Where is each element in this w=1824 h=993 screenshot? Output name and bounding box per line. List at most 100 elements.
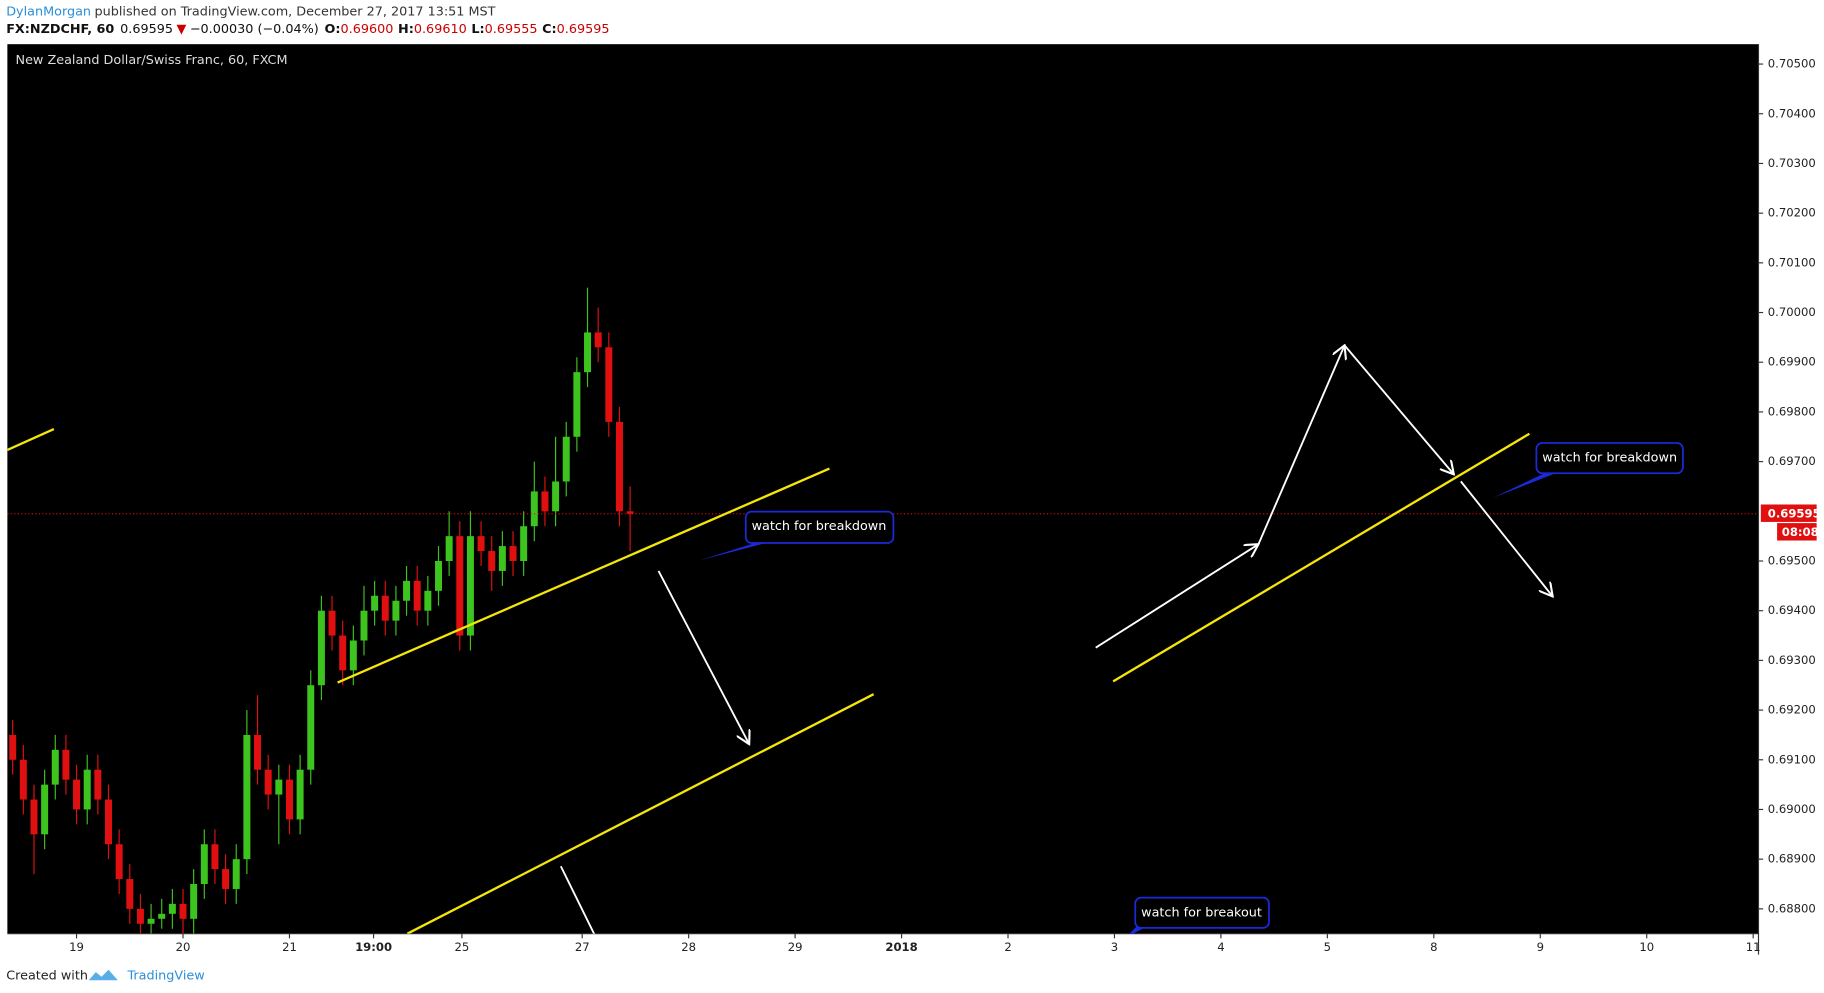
y-tick-label: 0.69100 — [1768, 752, 1816, 766]
x-tick-label: 21 — [282, 940, 297, 954]
candle-body — [168, 903, 176, 914]
candle-body — [285, 779, 293, 820]
y-tick-label: 0.69300 — [1768, 653, 1816, 667]
y-tick-label: 0.70300 — [1768, 156, 1816, 170]
arrow — [657, 570, 750, 744]
candle-body — [392, 600, 400, 621]
callout-text: watch for breakdown — [1542, 451, 1677, 466]
candle-body — [381, 595, 389, 621]
candle-body — [136, 908, 144, 924]
x-tick-label: 2018 — [885, 940, 917, 954]
candle-body — [264, 769, 272, 795]
x-tick-label: 25 — [455, 940, 470, 954]
candle-body — [403, 580, 411, 601]
last-price-label: 0.69595 — [1768, 506, 1821, 520]
arrow — [1343, 344, 1454, 474]
candle-body — [530, 491, 538, 527]
change: −0.00030 (−0.04%) — [190, 22, 319, 37]
callout: watch for breakdown — [1493, 442, 1684, 498]
countdown-tag — [1777, 523, 1817, 541]
candle-body — [243, 734, 251, 860]
x-tick-label: 8 — [1430, 940, 1437, 954]
direction: ▼ — [176, 22, 186, 37]
candle-body — [360, 610, 368, 641]
x-tick-label: 19:00 — [355, 940, 392, 954]
candle-body — [424, 590, 432, 611]
candle-body — [584, 332, 592, 373]
countdown: 08:08 — [1782, 525, 1819, 539]
x-tick-label: 27 — [575, 940, 590, 954]
author[interactable]: DylanMorgan — [6, 4, 91, 19]
candle-body — [477, 536, 485, 552]
callout: watch for breakout — [1129, 896, 1270, 934]
callout-text: watch for breakout — [1141, 905, 1262, 920]
l-label: L: — [471, 22, 484, 37]
y-tick-label: 0.69200 — [1768, 703, 1816, 717]
callout-box — [1535, 442, 1684, 475]
x-tick-label: 10 — [1639, 940, 1654, 954]
published: published on TradingView.com, December 2… — [95, 4, 496, 19]
last: 0.69595 — [120, 22, 173, 37]
trend-line — [1112, 432, 1531, 683]
candle-body — [466, 536, 474, 636]
candle-body — [41, 784, 49, 835]
candle-body — [62, 749, 70, 780]
candle-body — [615, 421, 623, 512]
x-tick-label: 11 — [1746, 940, 1761, 954]
arrow — [1257, 345, 1345, 545]
y-tick-label: 0.69500 — [1768, 553, 1816, 567]
candle-body — [435, 560, 442, 591]
x-tick-label: 9 — [1537, 940, 1544, 954]
trend-line — [7, 427, 55, 452]
x-tick-label: 29 — [788, 940, 803, 954]
arrows — [560, 344, 1553, 934]
axes: 0.68800 0.68900 0.69000 0.69100 0.69200 0.693… — [69, 57, 1821, 955]
candle-body — [73, 779, 81, 810]
candle-body — [115, 844, 123, 880]
candle-body — [254, 734, 262, 770]
candle-body — [520, 526, 528, 561]
trend-line — [406, 693, 875, 934]
candle-body — [19, 759, 27, 800]
candle-body — [371, 595, 379, 611]
low: 0.69555 — [485, 22, 538, 37]
created-with: Created with — [6, 968, 88, 983]
candle-body — [275, 779, 283, 795]
plot-area — [7, 44, 1759, 934]
y-tick-label: 0.69400 — [1768, 603, 1816, 617]
x-tick-label: 20 — [176, 940, 191, 954]
symbol: FX:NZDCHF, 60 — [6, 22, 114, 37]
y-tick-label: 0.70200 — [1768, 206, 1816, 220]
x-tick-label: 28 — [681, 940, 696, 954]
candle-body — [317, 610, 325, 686]
y-tick-label: 0.70400 — [1768, 106, 1816, 120]
callout-box — [1134, 896, 1270, 929]
candle-body — [94, 769, 102, 800]
x-tick-label: 5 — [1324, 940, 1331, 954]
candle-body — [211, 844, 219, 870]
candle-body — [51, 749, 59, 785]
candle-body — [413, 580, 421, 611]
y-tick-label: 0.69000 — [1768, 802, 1816, 816]
y-tick-label: 0.68900 — [1768, 852, 1816, 866]
candle-body — [626, 511, 634, 514]
candle-body — [222, 869, 230, 889]
x-tick-label: 2 — [1004, 940, 1011, 954]
y-tick-label: 0.68800 — [1768, 901, 1816, 915]
candle-body — [190, 884, 198, 919]
h-label: H: — [398, 22, 414, 37]
x-tick-label: 4 — [1217, 940, 1224, 954]
candle-body — [498, 546, 506, 571]
candle-body — [573, 372, 581, 437]
x-tick-label: 3 — [1111, 940, 1118, 954]
candle-body — [147, 918, 155, 924]
trend-lines — [7, 427, 1531, 934]
quote-line: FX:NZDCHF, 60 0.69595 ▼ −0.00030 (−0.04%) O:… — [6, 22, 609, 37]
candle-body — [605, 347, 613, 422]
candle-body — [179, 903, 187, 919]
brand[interactable]: TradingView — [127, 968, 205, 983]
y-tick-label: 0.69900 — [1768, 355, 1816, 369]
close: 0.69595 — [557, 22, 610, 37]
